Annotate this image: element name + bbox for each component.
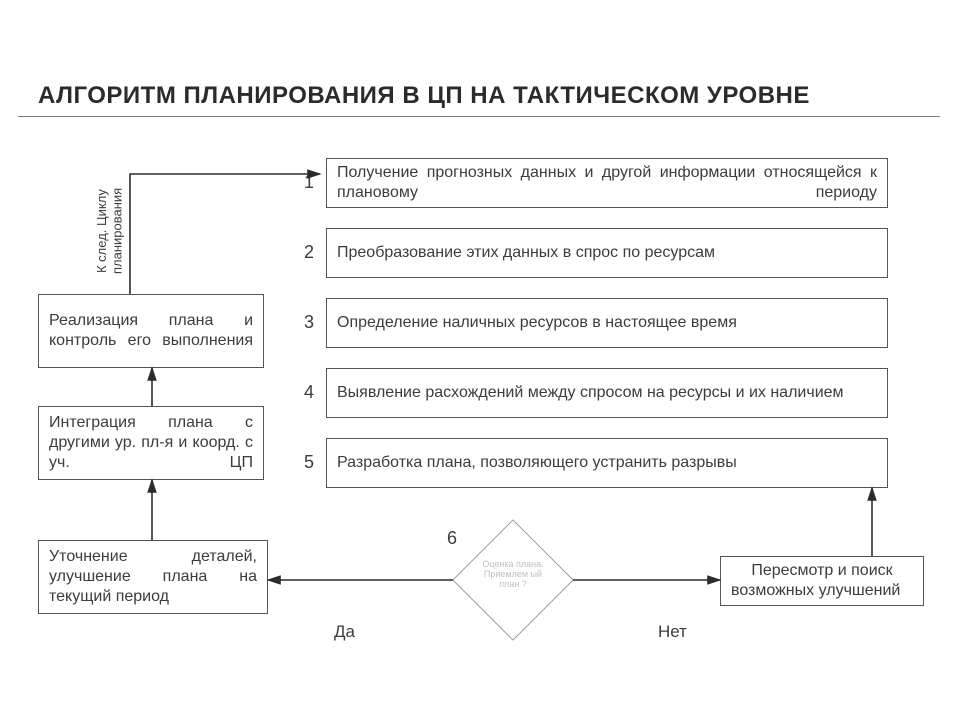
- step-number-3: 3: [304, 312, 314, 333]
- step-number-4: 4: [304, 382, 314, 403]
- decision-no-label: Нет: [658, 622, 687, 642]
- box-integration: Интеграция плана с другими ур. пл-я и ко…: [38, 406, 264, 480]
- decision-yes-label: Да: [334, 622, 355, 642]
- title-underline: [18, 116, 940, 117]
- step-number-5: 5: [304, 452, 314, 473]
- box-realization: Реализация плана и контроль его выполнен…: [38, 294, 264, 368]
- box-review: Пересмотр и поиск возможных улучшений: [720, 556, 924, 606]
- arrow-realization-to-cycle: [130, 174, 320, 294]
- step-box-1: Получение прогнозных данных и другой инф…: [326, 158, 888, 208]
- step-box-3: Определение наличных ресурсов в настояще…: [326, 298, 888, 348]
- step-number-2: 2: [304, 242, 314, 263]
- step-number-1: 1: [304, 172, 314, 193]
- cycle-label: К след. Циклу планирования: [94, 176, 125, 286]
- step-box-4: Выявление расхождений между спросом на р…: [326, 368, 888, 418]
- page-title: АЛГОРИТМ ПЛАНИРОВАНИЯ В ЦП НА ТАКТИЧЕСКО…: [38, 82, 810, 110]
- box-refine: Уточнение деталей, улучшение плана на те…: [38, 540, 268, 614]
- step-number-6: 6: [447, 528, 457, 549]
- step-box-2: Преобразование этих данных в спрос по ре…: [326, 228, 888, 278]
- step-box-5: Разработка плана, позволяющего устранить…: [326, 438, 888, 488]
- decision-diamond: [452, 519, 574, 641]
